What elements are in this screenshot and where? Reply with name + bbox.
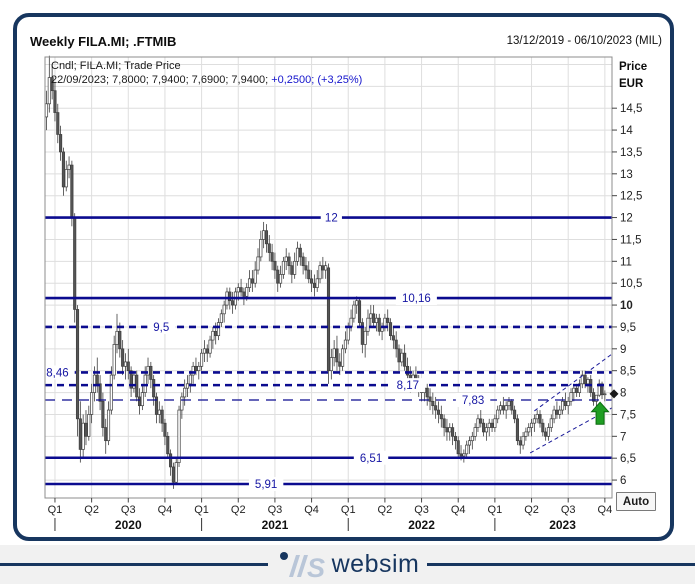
svg-text:6: 6 [620, 475, 626, 487]
svg-text:Q4: Q4 [451, 504, 466, 516]
svg-text:10: 10 [620, 300, 633, 312]
chart-date-range: 13/12/2019 - 06/10/2023 (MIL) [506, 35, 662, 47]
svg-text:Q1: Q1 [48, 504, 63, 516]
legend-series-label: Cndl; FILA.MI; Trade Price [51, 60, 181, 72]
svg-text:11: 11 [620, 256, 632, 268]
svg-text:13,5: 13,5 [620, 147, 642, 159]
websim-monogram-icon: S [279, 551, 325, 581]
chart-window [13, 13, 674, 541]
svg-text:Q2: Q2 [524, 504, 539, 516]
svg-text:5,91: 5,91 [255, 479, 277, 491]
svg-text:Q3: Q3 [121, 504, 136, 516]
legend-change-values: +0,2500; (+3,25%) [271, 74, 363, 86]
svg-text:10,5: 10,5 [620, 278, 642, 290]
svg-text:2020: 2020 [115, 518, 142, 532]
svg-text:2023: 2023 [549, 518, 576, 532]
websim-wordmark: websim [331, 550, 420, 578]
svg-text:9,5: 9,5 [620, 322, 636, 334]
svg-text:6,5: 6,5 [620, 453, 636, 465]
svg-text:7: 7 [620, 431, 626, 443]
svg-text:7,83: 7,83 [462, 395, 484, 407]
support-resistance-lines [45, 216, 612, 486]
svg-text:Q1: Q1 [194, 504, 209, 516]
legend-ohlc-values: 22/09/2023; 7,8000; 7,9400; 7,6900; 7,94… [51, 74, 269, 86]
watermark-rule-right [427, 563, 695, 566]
svg-text:Q3: Q3 [561, 504, 576, 516]
auto-scale-button[interactable]: Auto [616, 492, 656, 511]
watermark-bar: S websim [0, 545, 695, 584]
svg-text:2022: 2022 [408, 518, 435, 532]
up-arrow-annotation [590, 401, 610, 425]
svg-text:10,16: 10,16 [402, 293, 431, 305]
legend-ohlc-row: 22/09/2023; 7,8000; 7,9400; 7,6900; 7,94… [51, 73, 362, 87]
svg-text:Q3: Q3 [414, 504, 429, 516]
svg-text:8,5: 8,5 [620, 366, 636, 378]
svg-text:9: 9 [620, 344, 626, 356]
svg-text:7,5: 7,5 [620, 409, 636, 421]
price-axis: 14,5 14 13,5 13 12,5 12 11,5 11 10,5 10 9,5 9 8,5 8 7,… [612, 103, 642, 487]
svg-text:Q4: Q4 [598, 504, 613, 516]
svg-text:Q2: Q2 [231, 504, 246, 516]
price-axis-title: Price [619, 61, 648, 73]
chart-title: Weekly FILA.MI; .FTMIB [30, 34, 177, 49]
candles-series [44, 55, 607, 489]
watermark-rule-left [0, 563, 268, 566]
svg-text:12: 12 [325, 213, 338, 225]
svg-text:8,46: 8,46 [46, 367, 68, 379]
price-axis-currency: EUR [619, 78, 644, 90]
time-axis: Q1 Q2 Q3 Q4 Q1 Q2 Q3 Q4 Q1 Q2 Q3 Q4 Q1 Q2 Q3 Q4 2020 2021… [48, 498, 613, 532]
svg-text:Q4: Q4 [304, 504, 319, 516]
last-price-marker [609, 389, 619, 399]
svg-text:13: 13 [620, 169, 633, 181]
svg-text:12: 12 [620, 213, 633, 225]
chart-legend: Cndl; FILA.MI; Trade Price 22/09/2023; 7… [51, 59, 362, 87]
svg-text:Q3: Q3 [268, 504, 283, 516]
websim-logo: S websim [268, 549, 428, 581]
svg-text:2021: 2021 [262, 518, 289, 532]
svg-text:Q4: Q4 [158, 504, 173, 516]
plot-border [44, 56, 613, 499]
svg-text:9,5: 9,5 [153, 322, 169, 334]
svg-text:Q1: Q1 [488, 504, 503, 516]
svg-text:14,5: 14,5 [620, 103, 642, 115]
svg-text:14: 14 [620, 125, 633, 137]
price-axis-header: Price EUR [619, 59, 647, 93]
svg-text:S: S [307, 553, 325, 581]
svg-text:12,5: 12,5 [620, 191, 642, 203]
svg-text:8,17: 8,17 [397, 380, 419, 392]
svg-text:Q2: Q2 [84, 504, 99, 516]
level-labels: 12 10,16 9,5 8,46 8,17 7,83 6,51 5,91 [40, 210, 491, 491]
svg-text:8: 8 [620, 388, 626, 400]
svg-text:11,5: 11,5 [620, 234, 642, 246]
svg-text:Q2: Q2 [378, 504, 393, 516]
svg-text:6,51: 6,51 [360, 453, 382, 465]
svg-text:Q1: Q1 [341, 504, 356, 516]
